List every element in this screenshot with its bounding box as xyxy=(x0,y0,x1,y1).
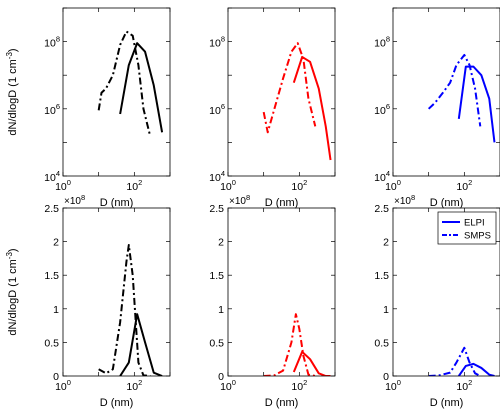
y-axis-label: dN/dlogD (1 cm-3) xyxy=(5,248,19,335)
subplot-2-1: 100 102 0 0.5 1 1.5 2 2.5 ×108 D (nm) dN/dlogD (1 … xyxy=(5,193,171,409)
y-tick-label: 2 xyxy=(53,237,59,249)
x-tick-label: 102 xyxy=(291,378,307,393)
y-tick-label: 1.5 xyxy=(209,270,224,282)
y-tick-label: 104 xyxy=(209,169,225,184)
y-tick-label: 1.5 xyxy=(44,270,59,282)
y-tick-label: 108 xyxy=(374,35,390,50)
elpi-series-line xyxy=(457,65,496,143)
y-tick-label: 2.5 xyxy=(44,203,59,215)
y-tick-label: 104 xyxy=(374,169,390,184)
x-tick-label: 100 xyxy=(220,378,236,393)
legend: ELPI SMPS xyxy=(437,211,497,245)
x-axis-label: D (nm) xyxy=(265,197,299,209)
y-tick-label: 108 xyxy=(44,35,60,50)
axes-frame xyxy=(62,7,171,177)
y-tick-label: 108 xyxy=(209,35,225,50)
smps-series-line xyxy=(97,30,152,137)
y-axis-label: dN/dlogD (1 cm-3) xyxy=(5,48,19,135)
x-axis-label: D (nm) xyxy=(265,397,299,409)
x-tick-label: 100 xyxy=(55,378,71,393)
legend-label-smps: SMPS xyxy=(464,231,491,242)
y-tick-label: 0 xyxy=(53,371,59,383)
x-tick-label: 102 xyxy=(456,178,472,193)
x-tick-label: 100 xyxy=(385,378,401,393)
y-tick-label: 0.5 xyxy=(209,337,224,349)
axes-frame xyxy=(392,207,500,377)
y-tick-label: 1.5 xyxy=(374,270,389,282)
elpi-series-line xyxy=(119,42,164,133)
elpi-series-line xyxy=(292,350,331,376)
smps-series-line xyxy=(262,42,317,134)
y-tick-label: 1 xyxy=(53,304,59,316)
x-tick-label: 102 xyxy=(291,178,307,193)
x-tick-label: 102 xyxy=(456,378,472,393)
smps-series-line xyxy=(428,346,481,376)
x-axis-label: D (nm) xyxy=(100,397,134,409)
y-tick-label: 106 xyxy=(374,102,390,117)
y-multiplier-label: ×108 xyxy=(64,193,85,207)
y-tick-label: 2.5 xyxy=(374,203,389,215)
legend-label-elpi: ELPI xyxy=(464,218,485,229)
axes-frame xyxy=(227,7,336,177)
subplot-2-2: 100 102 0 0.5 1 1.5 2 2.5 ×108 D (nm) xyxy=(209,193,336,409)
elpi-series-line xyxy=(457,362,495,376)
y-tick-label: 0 xyxy=(383,371,389,383)
x-tick-label: 100 xyxy=(220,178,236,193)
y-tick-label: 104 xyxy=(44,169,60,184)
legend-box xyxy=(437,211,497,245)
axes-frame xyxy=(227,207,336,377)
y-tick-label: 106 xyxy=(44,102,60,117)
x-axis-label: D (nm) xyxy=(100,197,134,209)
y-tick-label: 1 xyxy=(218,304,224,316)
y-tick-label: 2 xyxy=(383,237,389,249)
y-tick-label: 106 xyxy=(209,102,225,117)
smps-series-line xyxy=(263,313,316,376)
subplot-1-3: 100 102 104 106 108 D (nm) xyxy=(374,7,500,209)
y-tick-label: 0.5 xyxy=(44,337,59,349)
x-tick-label: 100 xyxy=(385,178,401,193)
axes-frame xyxy=(62,207,171,377)
x-tick-label: 100 xyxy=(55,178,71,193)
y-multiplier-label: ×108 xyxy=(229,193,250,207)
y-tick-label: 0 xyxy=(218,371,224,383)
y-tick-label: 1 xyxy=(383,304,389,316)
y-tick-label: 2.5 xyxy=(209,203,224,215)
subplot-1-1: 100 102 104 106 108 D (nm) dN/dlogD (1 cm-3) xyxy=(5,7,171,209)
axes-frame xyxy=(392,7,500,177)
x-tick-label: 102 xyxy=(126,378,142,393)
smps-series-line xyxy=(98,243,151,376)
y-tick-label: 0.5 xyxy=(374,337,389,349)
x-axis-label: D (nm) xyxy=(430,197,464,209)
x-tick-label: 102 xyxy=(126,178,142,193)
elpi-series-line xyxy=(292,55,332,161)
y-tick-label: 2 xyxy=(218,237,224,249)
elpi-series-line xyxy=(119,313,163,376)
smps-series-line xyxy=(427,53,482,127)
x-axis-label: D (nm) xyxy=(430,397,464,409)
subplot-1-2: 100 102 104 106 108 D (nm) xyxy=(209,7,336,209)
y-multiplier-label: ×108 xyxy=(394,193,415,207)
